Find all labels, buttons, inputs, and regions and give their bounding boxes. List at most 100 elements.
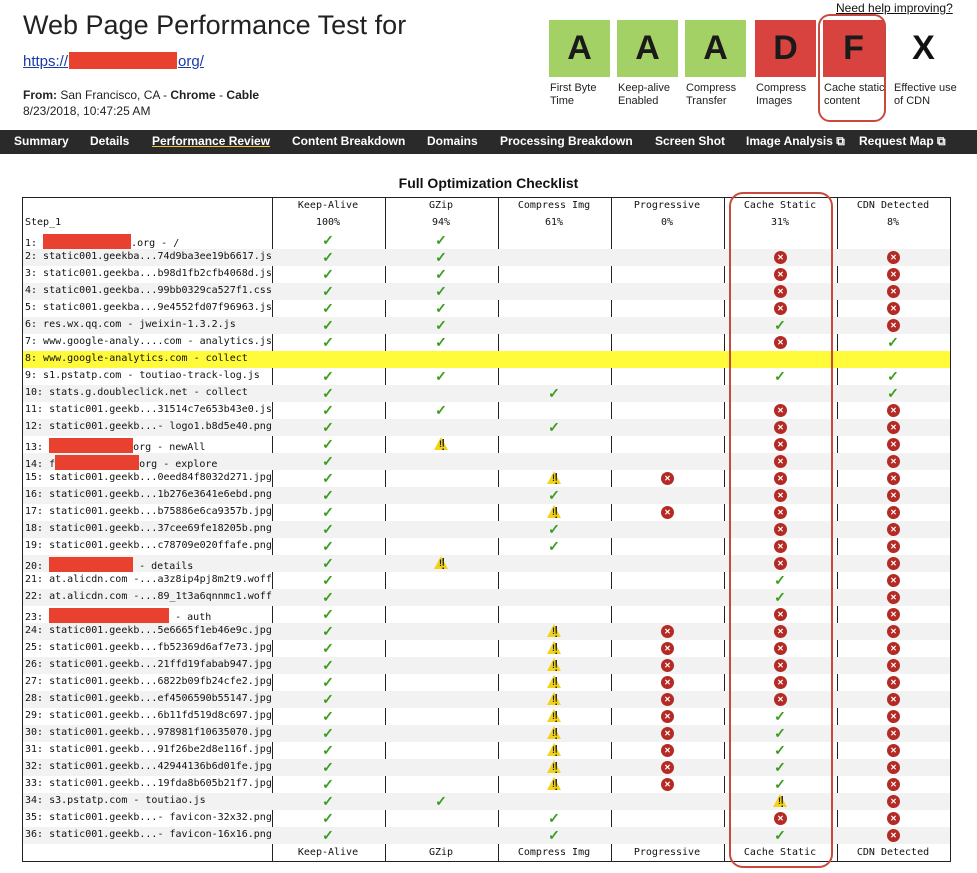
nav-tab-performance-review[interactable]: Performance Review — [152, 134, 271, 148]
request-label: 22: at.alicdn.com -...89_1t3a6qnnmc1.wof… — [25, 591, 272, 602]
request-label: 29: static001.geekb...6b11fd519d8c697.jp… — [25, 710, 272, 721]
request-label: 8: www.google-analytics.com - collect — [25, 353, 248, 364]
request-label: 27: static001.geekb...6822b09fb24cfe2.jp… — [25, 676, 272, 687]
request-label: 25: static001.geekb...fb52369d6af7e73.jp… — [25, 642, 272, 653]
error-icon — [772, 283, 788, 300]
table-row: 20: - details ✓ — [23, 555, 950, 572]
request-label: 26: static001.geekb...21ffd19fabab947.jp… — [25, 659, 272, 670]
error-icon — [885, 708, 901, 725]
nav-tab-image-analysis[interactable]: Image Analysis ⧉ — [746, 134, 845, 148]
check-icon: ✓ — [322, 368, 334, 384]
check-icon: ✓ — [322, 623, 334, 639]
request-label: 32: static001.geekb...42944136b6d01fe.jp… — [25, 761, 272, 772]
check-icon: ✓ — [774, 589, 786, 605]
request-label: 6: res.wx.qq.com - jweixin-1.3.2.js — [25, 319, 236, 330]
table-row: 6: res.wx.qq.com - jweixin-1.3.2.js ✓ ✓ ✓ — [23, 317, 950, 334]
error-icon — [885, 606, 901, 623]
table-row: 12: static001.geekb...- logo1.b8d5e40.pn… — [23, 419, 950, 436]
request-label: 11: static001.geekb...31514c7e653b43e0.j… — [25, 404, 272, 415]
request-label: 21: at.alicdn.com -...a3z8ip4pj8m2t9.wof… — [25, 574, 272, 585]
nav-tab-content-breakdown[interactable]: Content Breakdown — [292, 134, 406, 148]
url-prefix: https:// — [23, 53, 69, 70]
check-icon: ✓ — [322, 266, 334, 282]
error-icon — [772, 419, 788, 436]
grade-label-4: Compress Images — [756, 82, 807, 107]
request-label: 2: static001.geekba...74d9ba3ee19b6617.j… — [25, 251, 272, 262]
test-url-link[interactable]: https:// org/ — [23, 52, 204, 70]
error-icon — [885, 266, 901, 283]
error-icon — [772, 538, 788, 555]
request-label: 35: static001.geekb...- favicon-32x32.pn… — [25, 812, 272, 823]
location: San Francisco, CA — [60, 88, 160, 102]
request-label: 12: static001.geekb...- logo1.b8d5e40.pn… — [25, 421, 272, 432]
check-icon: ✓ — [322, 674, 334, 690]
table-row: 25: static001.geekb...fb52369d6af7e73.jp… — [23, 640, 950, 657]
nav-tab-request-map[interactable]: Request Map ⧉ — [859, 134, 946, 148]
check-icon: ✓ — [322, 283, 334, 299]
column-footer-4: Progressive — [633, 847, 701, 858]
warning-icon — [546, 776, 562, 793]
nav-tab-summary[interactable]: Summary — [14, 134, 69, 148]
warning-icon — [433, 436, 449, 453]
table-row: 19: static001.geekb...c78709e020ffafe.pn… — [23, 538, 950, 555]
check-icon: ✓ — [322, 300, 334, 316]
check-icon: ✓ — [548, 538, 560, 554]
check-icon: ✓ — [322, 385, 334, 401]
error-icon — [885, 691, 901, 708]
column-score-5: 31% — [770, 217, 790, 228]
request-label: 3: static001.geekba...b98d1fb2cfb4068d.j… — [25, 268, 272, 279]
check-icon: ✓ — [322, 776, 334, 792]
help-improving-link[interactable]: Need help improving? — [836, 1, 953, 15]
nav-tab-processing-breakdown[interactable]: Processing Breakdown — [500, 134, 633, 148]
error-icon — [885, 674, 901, 691]
error-icon — [772, 606, 788, 623]
error-icon — [772, 810, 788, 827]
check-icon: ✓ — [322, 453, 334, 469]
table-row: 21: at.alicdn.com -...a3z8ip4pj8m2t9.wof… — [23, 572, 950, 589]
error-icon — [885, 487, 901, 504]
error-icon — [885, 742, 901, 759]
error-icon — [885, 827, 901, 844]
error-icon — [659, 470, 675, 487]
table-row: 1: .org - / ✓ ✓ — [23, 232, 950, 249]
error-icon — [659, 708, 675, 725]
nav-tab-screen-shot[interactable]: Screen Shot — [655, 134, 726, 148]
request-label: 16: static001.geekb...1b276e3641e6ebd.pn… — [25, 489, 272, 500]
check-icon: ✓ — [435, 317, 447, 333]
error-icon — [772, 453, 788, 470]
check-icon: ✓ — [322, 232, 334, 248]
error-icon — [885, 402, 901, 419]
error-icon — [772, 470, 788, 487]
error-icon — [885, 470, 901, 487]
table-row: 34: s3.pstatp.com - toutiao.js ✓ ✓ — [23, 793, 950, 810]
column-score-2: 94% — [431, 217, 451, 228]
connection: Cable — [226, 88, 260, 102]
check-icon: ✓ — [322, 606, 334, 622]
nav-tab-details[interactable]: Details — [90, 134, 130, 148]
error-icon — [772, 640, 788, 657]
column-header-4: Progressive — [633, 200, 701, 211]
browser: Chrome — [170, 88, 216, 102]
warning-icon — [546, 674, 562, 691]
request-label: 23: - auth — [25, 608, 211, 623]
column-score-1: 100% — [315, 217, 341, 228]
main-nav-bar: Summary Details Performance Review Content … — [0, 130, 977, 154]
check-icon: ✓ — [322, 793, 334, 809]
error-icon — [885, 555, 901, 572]
request-label: 13: org - newAll — [25, 438, 205, 453]
error-icon — [659, 674, 675, 691]
error-icon — [772, 334, 788, 351]
check-icon: ✓ — [774, 742, 786, 758]
warning-icon — [546, 725, 562, 742]
check-icon: ✓ — [548, 419, 560, 435]
error-icon — [772, 657, 788, 674]
error-icon — [659, 759, 675, 776]
check-icon: ✓ — [774, 572, 786, 588]
error-icon — [659, 657, 675, 674]
grade-box-2: A — [617, 20, 678, 77]
check-icon: ✓ — [322, 827, 334, 843]
request-label: 20: - details — [25, 557, 193, 572]
table-row: 35: static001.geekb...- favicon-32x32.pn… — [23, 810, 950, 827]
warning-icon — [546, 657, 562, 674]
nav-tab-domains[interactable]: Domains — [427, 134, 478, 148]
